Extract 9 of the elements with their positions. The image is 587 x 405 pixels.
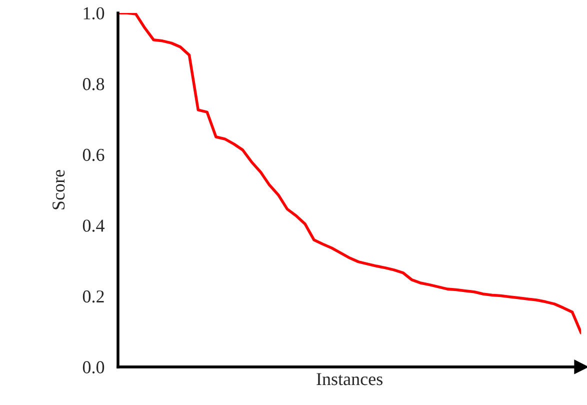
y-axis-title: Score [52, 170, 65, 210]
y-tick-label: 1.0 [84, 7, 104, 20]
y-tick-label: 0.6 [82, 148, 104, 162]
x-axis-title: Instances [316, 373, 382, 386]
line-series [118, 12, 582, 334]
y-tick-label: 0.0 [82, 361, 104, 374]
y-tick-label: 0.4 [82, 220, 105, 232]
y-tick-label: 0.8 [82, 78, 104, 90]
y-tick-label: 0.2 [82, 290, 104, 303]
